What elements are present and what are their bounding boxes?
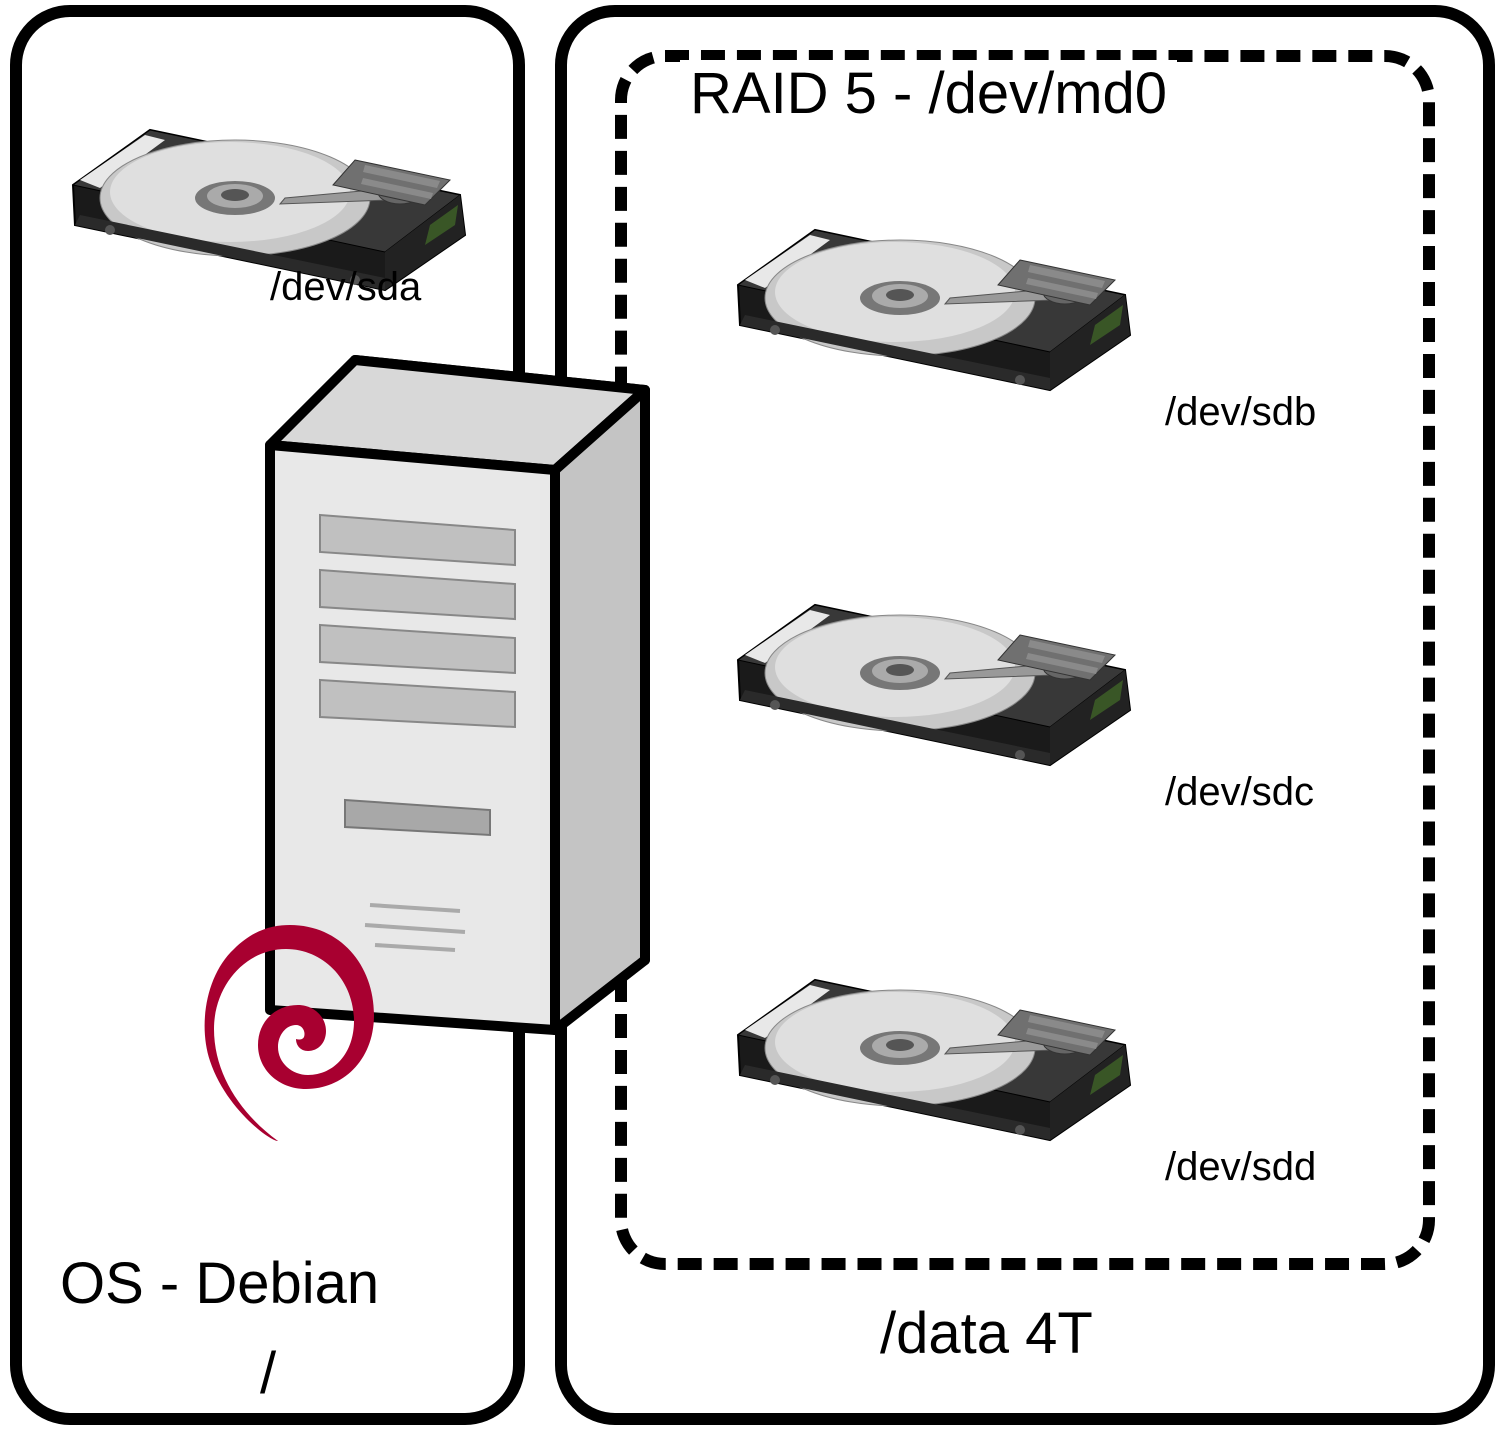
hdd-sdc-label: /dev/sdc — [1165, 770, 1314, 815]
os-title: OS - Debian — [60, 1250, 379, 1317]
hdd-sdb-label: /dev/sdb — [1165, 390, 1316, 435]
raid-title: RAID 5 - /dev/md0 — [680, 60, 1177, 127]
hdd-sda-label: /dev/sda — [270, 265, 421, 310]
hdd-sdc-icon — [720, 505, 1140, 785]
os-mountpoint: / — [260, 1340, 276, 1407]
data-mountpoint: /data 4T — [880, 1300, 1093, 1367]
hdd-sdd-label: /dev/sdd — [1165, 1145, 1316, 1190]
debian-logo-icon — [190, 905, 390, 1165]
hdd-sdd-icon — [720, 880, 1140, 1160]
hdd-sdb-icon — [720, 130, 1140, 410]
